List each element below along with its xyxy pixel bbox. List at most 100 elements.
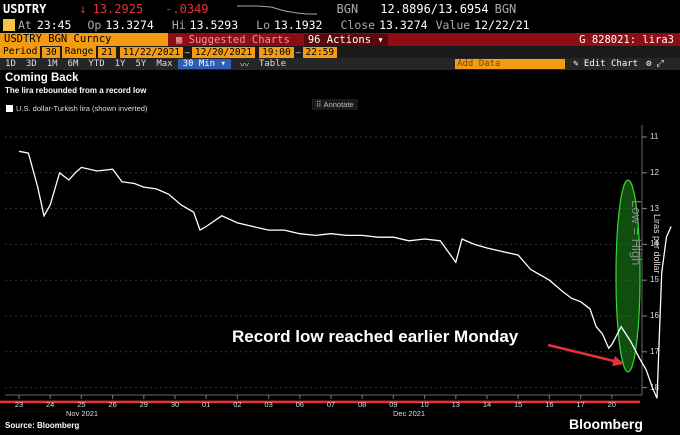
period-button-ytd[interactable]: YTD — [88, 59, 105, 69]
down-arrow-icon: ↓ — [79, 1, 87, 16]
date-from-field[interactable]: 11/22/2021 — [119, 46, 184, 58]
y-axis-title: Liras per dollar — [652, 214, 662, 274]
x-tick-label: 07 — [326, 400, 336, 409]
edit-chart-label: Edit Chart — [583, 59, 639, 69]
low-label: Lo — [256, 18, 270, 32]
series-line-usdtry[interactable] — [18, 150, 672, 399]
quote-header: USDTRY ↓ 13.2925 -.0349 BGN 12.8896/13.6… — [0, 0, 680, 17]
period-label: Period — [0, 46, 41, 58]
x-tick-label: 09 — [389, 400, 398, 409]
settings-icon[interactable]: ⚙ — [646, 59, 652, 69]
edit-chart-button[interactable]: ✎ Edit Chart — [573, 59, 638, 69]
period-field[interactable]: 30 — [42, 46, 60, 58]
time-to-field[interactable]: 22:59 — [302, 46, 338, 58]
suggested-charts-label: Suggested Charts — [188, 33, 290, 46]
line-chart-icon[interactable]: 〰 — [239, 60, 249, 71]
expand-icon[interactable]: ⤢ — [656, 59, 664, 69]
security-bar: USDTRY BGN Curncy ▦ Suggested Charts 96 … — [0, 33, 680, 46]
chart-title: Coming Back — [5, 72, 79, 84]
source-tag: BGN — [336, 1, 359, 16]
table-button[interactable]: Table — [258, 59, 287, 69]
x-tick-label: 02 — [233, 400, 242, 409]
month-label-nov: Nov 2021 — [66, 409, 99, 418]
time-from-field[interactable]: 19:00 — [259, 46, 294, 58]
suggested-charts-button[interactable]: ▦ Suggested Charts — [176, 34, 290, 46]
period-range-bar: Period 30 Range 21 11/22/2021 – 12/20/20… — [0, 46, 680, 58]
x-tick-label: 06 — [295, 400, 304, 409]
add-data-input[interactable]: Add Data — [455, 59, 566, 69]
clock-icon — [3, 19, 15, 31]
high-label: Hi — [171, 18, 186, 32]
period-button-1d[interactable]: 1D — [5, 59, 16, 69]
period-button-1m[interactable]: 1M — [46, 59, 58, 69]
time-separator: – — [295, 47, 301, 57]
date-separator: – — [185, 47, 190, 57]
close-label: Close — [340, 18, 376, 32]
y-tick-label: 15 — [650, 275, 659, 285]
x-tick-label: 08 — [358, 400, 367, 409]
annotate-label: Annotate — [323, 100, 354, 109]
x-tick-label: 17 — [576, 400, 585, 409]
x-tick-label: 01 — [202, 400, 211, 409]
range-label: Range — [61, 46, 97, 58]
callout-arrow — [547, 343, 619, 364]
chart-icon: ▦ — [176, 33, 189, 46]
actions-menu[interactable]: 96 Actions ▾ — [303, 33, 388, 46]
chevron-down-icon: ▾ — [220, 59, 226, 69]
interval-select[interactable]: 30 Min ▾ — [177, 59, 231, 69]
period-button-1y[interactable]: 1Y — [114, 59, 126, 69]
y-tick-label: 14 — [650, 239, 659, 249]
callout-arrowhead — [612, 356, 624, 366]
range-field[interactable]: 21 — [98, 46, 116, 58]
sparkline-icon — [236, 5, 317, 14]
last-price: 13.2925 — [92, 1, 144, 16]
chart-code: G 828021: lira3 — [579, 33, 674, 46]
net-change: -.0349 — [165, 1, 209, 16]
annotate-button[interactable]: ⠿ Annotate — [312, 99, 358, 110]
x-tick-label: 14 — [482, 400, 492, 409]
legend[interactable]: U.S. dollar-Turkish lira (shown inverted… — [6, 104, 147, 113]
value-label: Value — [435, 18, 471, 32]
dots-icon: ⠿ — [316, 100, 324, 109]
x-tick-label: 29 — [139, 400, 148, 409]
low-value: 13.1932 — [274, 18, 323, 32]
period-button-3d[interactable]: 3D — [25, 59, 37, 69]
record-low-callout: Record low reached earlier Monday — [232, 327, 519, 346]
actions-label: Actions — [326, 33, 372, 46]
legend-label: U.S. dollar-Turkish lira (shown inverted… — [16, 104, 148, 113]
period-button-5y[interactable]: 5Y — [135, 59, 147, 69]
at-label: At — [18, 18, 32, 32]
month-label-dec: Dec 2021 — [393, 409, 426, 418]
pencil-icon: ✎ — [573, 59, 584, 69]
x-tick-label: 23 — [14, 400, 24, 409]
legend-swatch — [6, 105, 13, 112]
quote-stats: At 23:45 Op 13.3274 Hi 13.5293 Lo 13.193… — [0, 17, 680, 33]
y-tick-label: 17 — [650, 346, 659, 356]
interval-bar: 1D 3D 1M 6M YTD 1Y 5Y Max 30 Min ▾ 〰 Tab… — [0, 58, 680, 71]
x-tick-label: 10 — [420, 400, 429, 409]
high-value: 13.5293 — [189, 18, 239, 32]
source-tag-2: BGN — [494, 1, 517, 16]
x-tick-label: 15 — [514, 400, 523, 409]
low-high-label: Low = High — [629, 200, 644, 266]
period-button-6m[interactable]: 6M — [67, 59, 79, 69]
y-tick-label: 13 — [650, 203, 659, 213]
quote-time: 23:45 — [36, 18, 72, 32]
bloomberg-logo: Bloomberg — [569, 416, 643, 432]
chevron-down-icon: ▾ — [377, 33, 384, 46]
x-tick-label: 25 — [77, 400, 86, 409]
y-tick-label: 12 — [650, 167, 659, 177]
ticker[interactable]: USDTRY — [0, 1, 50, 16]
open-label: Op — [87, 18, 102, 32]
date-to-field[interactable]: 12/20/2021 — [191, 46, 256, 58]
period-button-max[interactable]: Max — [156, 59, 173, 69]
x-tick-label: 24 — [46, 400, 55, 409]
close-value: 13.3274 — [379, 18, 428, 32]
x-tick-label: 16 — [545, 400, 554, 409]
value-date: 12/22/21 — [474, 18, 530, 32]
bid-ask: 12.8896/13.6954 — [380, 1, 489, 16]
x-tick-label: 13 — [451, 400, 460, 409]
x-tick-label: 26 — [108, 400, 117, 409]
security-field[interactable]: USDTRY BGN Curncy — [0, 33, 168, 46]
chart-subtitle: The lira rebounded from a record low — [5, 86, 147, 95]
